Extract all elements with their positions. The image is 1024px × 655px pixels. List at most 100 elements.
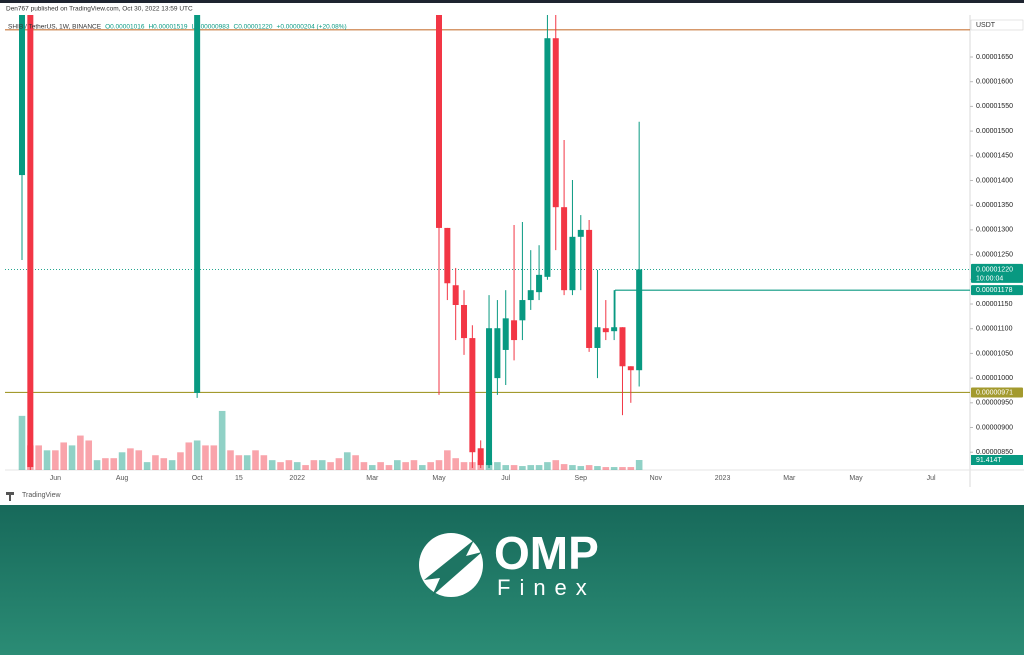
candle-body [27,15,34,468]
brand-tagline: Finex [497,575,596,600]
price-label-box [971,263,1023,283]
candle-body [194,15,201,393]
volume-bar [585,465,593,470]
y-tick-label: 0.00001050 [976,350,1013,357]
volume-bar [60,442,67,470]
y-tick-label: 0.00000850 [976,449,1013,456]
volume-bar [168,460,176,470]
volume-bar [152,455,159,470]
volume-bar [610,467,618,470]
chart-background [0,0,1024,505]
y-tick-label: 0.00001350 [976,202,1013,209]
volume-bar [619,467,626,470]
x-tick-label: Jul [501,475,510,482]
candle-body [602,328,609,333]
volume-bar [18,415,26,470]
publish-info: Den767 published on TradingView.com, Oct… [6,6,193,13]
x-tick-label: May [849,475,863,482]
volume-bar [368,465,376,470]
candle-body [436,15,442,228]
brand-logo [419,533,483,597]
volume-bar [252,450,259,470]
brand-name: OMP [494,527,599,579]
volume-bar [343,452,351,470]
volume-bar [577,466,585,470]
candle-body [552,38,559,208]
top-border [0,0,1024,3]
x-tick-label: Aug [116,475,129,482]
volume-bar [127,448,134,470]
volume-bar [118,452,126,470]
volume-bar [410,460,418,470]
volume-bar [602,467,610,470]
volume-bar [277,462,284,470]
x-tick-label: Jun [50,475,61,482]
volume-label: 91.414T [976,457,1002,464]
volume-bar [260,455,268,470]
candle-body [527,290,534,301]
candle-body [561,207,568,291]
candle-body [586,229,593,348]
candle-body [577,229,584,237]
candle-body [636,269,643,371]
candle-body [627,366,634,371]
legend-high: H0.00001519 [148,24,187,31]
x-tick-label: Jul [927,475,936,482]
candle-body [519,300,526,321]
volume-bar [193,440,201,470]
x-tick-label: 2023 [715,475,731,482]
x-tick-label: Oct [192,475,203,482]
volume-bar [519,466,526,470]
volume-bar [185,442,193,470]
volume-bar [594,466,601,470]
volume-bar [93,460,101,470]
candle-body [469,338,476,453]
price-label: 0.00001178 [976,287,1013,294]
volume-bar [527,465,535,470]
x-tick-label: Sep [575,475,588,482]
y-tick-label: 0.00000900 [976,424,1013,431]
x-tick-label: Mar [366,475,379,482]
currency-box [970,19,1024,31]
volume-bar [143,462,151,470]
volume-bar [327,462,334,470]
price-label: 0.00001220 [976,266,1013,273]
volume-bar [460,462,468,470]
volume-bar [177,452,184,470]
volume-bar [452,458,459,470]
candle-body [452,285,459,305]
volume-bar [293,462,301,470]
candle-body [511,320,518,341]
candle-body [544,38,551,277]
legend-low: L0.00000983 [192,24,230,31]
volume-bar [102,458,109,470]
y-tick-label: 0.00001100 [976,326,1013,333]
price-label-box [971,285,1023,296]
y-tick-label: 0.00001600 [976,79,1013,86]
volume-bar [627,467,635,470]
legend-open: O0.00001016 [105,24,145,31]
candle-body [569,236,576,291]
x-tick-label: Mar [783,475,796,482]
volume-bar [285,460,293,470]
volume-bar [560,464,568,470]
candle-body [502,318,509,350]
candle-body [494,328,501,379]
y-tick-label: 0.00001650 [976,54,1013,61]
y-tick-label: 0.00001250 [976,251,1013,258]
x-tick-label: Nov [650,475,663,482]
volume-bar [335,458,343,470]
volume-bar [552,460,560,470]
y-tick-label: 0.00001550 [976,103,1013,110]
volume-bar [302,465,309,470]
candle-body [619,327,626,367]
volume-bar [502,465,510,470]
tradingview-logo: TradingView [22,492,61,499]
legend-change: +0.00000204 (+20.08%) [277,24,347,31]
currency-label: USDT [976,22,996,29]
logo-slash [424,540,482,596]
volume-bar [243,455,251,470]
volume-bar [427,462,434,470]
volume-bar [235,455,243,470]
